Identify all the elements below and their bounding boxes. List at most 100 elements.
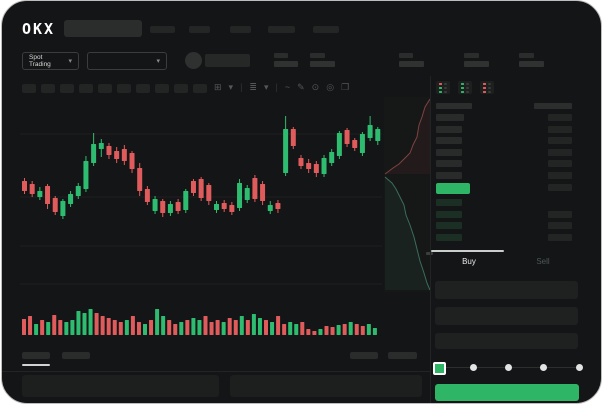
timeframe-button[interactable] [60, 83, 74, 93]
panel-resize-handle[interactable] [426, 252, 433, 255]
chevron-down-icon: ▾ [156, 58, 160, 65]
candle-body [237, 183, 243, 208]
bid-row-price[interactable] [436, 199, 462, 206]
volume-bar [112, 320, 117, 335]
ask-row-price[interactable] [436, 160, 462, 168]
ask-row-price[interactable] [436, 114, 464, 121]
market-selector-button[interactable]: Spot Trading ▾ [22, 52, 79, 70]
bottom-tab[interactable] [62, 352, 90, 359]
volume-bar [58, 320, 63, 335]
ask-row-price[interactable] [436, 172, 462, 179]
price-row-amount [548, 184, 572, 191]
ask-row-price[interactable] [436, 148, 462, 156]
candlestick-chart[interactable] [20, 101, 382, 293]
candle-body [344, 130, 350, 144]
slider-stop[interactable] [505, 364, 512, 371]
chart-style-icon[interactable]: ⊞ [214, 81, 222, 92]
order-input-field[interactable] [435, 281, 578, 299]
slider-stop[interactable] [575, 364, 583, 371]
volume-bar [130, 316, 135, 335]
candle-body [367, 125, 373, 138]
volume-bar [76, 311, 81, 335]
orderbook-bids-icon[interactable] [458, 81, 472, 94]
indicators-icon[interactable]: ≣ [249, 81, 257, 92]
order-input-field[interactable] [435, 307, 578, 325]
timeframe-button[interactable] [117, 83, 131, 93]
volume-bar [143, 324, 147, 335]
timeframe-button[interactable] [155, 83, 169, 93]
volume-bar [40, 320, 45, 335]
stat-label-placeholder [519, 53, 534, 58]
ask-row-amount [548, 125, 572, 133]
ask-row-amount [548, 172, 572, 179]
nav-item[interactable] [230, 26, 251, 33]
active-tab-indicator [431, 250, 504, 252]
timeframe-button[interactable] [193, 83, 207, 93]
chevron-down-icon[interactable]: ▾ [228, 81, 234, 92]
tab-sell[interactable]: Sell [536, 257, 550, 266]
search-input[interactable] [64, 20, 142, 37]
candle-body [375, 129, 381, 141]
timeframe-button[interactable] [174, 83, 188, 93]
bid-row-price[interactable] [436, 210, 462, 218]
bid-row-price[interactable] [436, 233, 462, 241]
volume-bar [294, 324, 299, 335]
candle-body [22, 181, 27, 191]
nav-item[interactable] [313, 26, 339, 33]
toolbar-divider: | [275, 82, 278, 92]
candle-body [98, 143, 104, 149]
ask-row-price[interactable] [436, 137, 462, 145]
volume-bar [372, 328, 377, 335]
stat-label-placeholder [274, 53, 288, 58]
orderbook-combined-icon[interactable] [436, 81, 450, 94]
coin-avatar [185, 52, 202, 69]
fullscreen-icon[interactable]: ❐ [341, 81, 350, 92]
volume-bar [282, 324, 287, 335]
tab-buy[interactable]: Buy [462, 257, 476, 266]
target-icon[interactable]: ◎ [326, 81, 335, 92]
ask-row-price[interactable] [436, 125, 462, 133]
candle-body [152, 199, 158, 211]
volume-bar [312, 331, 317, 335]
bottom-tab[interactable] [22, 352, 50, 359]
candle-body [190, 181, 196, 193]
volume-bar [270, 322, 275, 335]
candle-body [106, 146, 112, 155]
nav-item[interactable] [268, 26, 295, 33]
candle-body [206, 185, 212, 201]
buy-submit-button[interactable] [435, 384, 579, 401]
timeframe-button[interactable] [22, 83, 36, 93]
bottom-action-placeholder[interactable] [350, 352, 378, 359]
volume-bar [155, 309, 160, 335]
slider-handle[interactable] [433, 362, 446, 375]
candle-body [275, 203, 281, 209]
camera-icon[interactable]: ⊙ [311, 81, 320, 92]
last-price-badge[interactable] [436, 183, 470, 194]
volume-bar [82, 313, 87, 335]
slider-stop[interactable] [469, 364, 477, 371]
line-tool-icon[interactable]: ~ [284, 82, 291, 92]
volume-bar [276, 316, 281, 335]
pair-selector-dropdown[interactable]: ▾ [87, 52, 167, 70]
orderbook-asks-icon[interactable] [480, 81, 494, 94]
bottom-panel[interactable] [230, 375, 422, 397]
timeframe-button[interactable] [41, 83, 55, 93]
pair-name-placeholder [205, 54, 250, 67]
ask-row-amount [548, 160, 572, 168]
bottom-panel[interactable] [22, 375, 219, 397]
chevron-down-icon[interactable]: ▾ [263, 81, 269, 92]
volume-bar [354, 324, 359, 335]
bid-row-price[interactable] [436, 222, 462, 230]
timeframe-button[interactable] [136, 83, 150, 93]
timeframe-button[interactable] [98, 83, 112, 93]
bottom-action-placeholder[interactable] [388, 352, 417, 359]
draw-icon[interactable]: ✎ [297, 81, 305, 92]
order-input-field[interactable] [435, 333, 578, 349]
nav-item[interactable] [189, 26, 210, 33]
nav-item[interactable] [150, 26, 175, 33]
volume-bar [251, 314, 256, 335]
candle-body [37, 191, 43, 197]
timeframe-button[interactable] [79, 83, 93, 93]
volume-bar [106, 318, 111, 335]
slider-stop[interactable] [540, 364, 548, 371]
